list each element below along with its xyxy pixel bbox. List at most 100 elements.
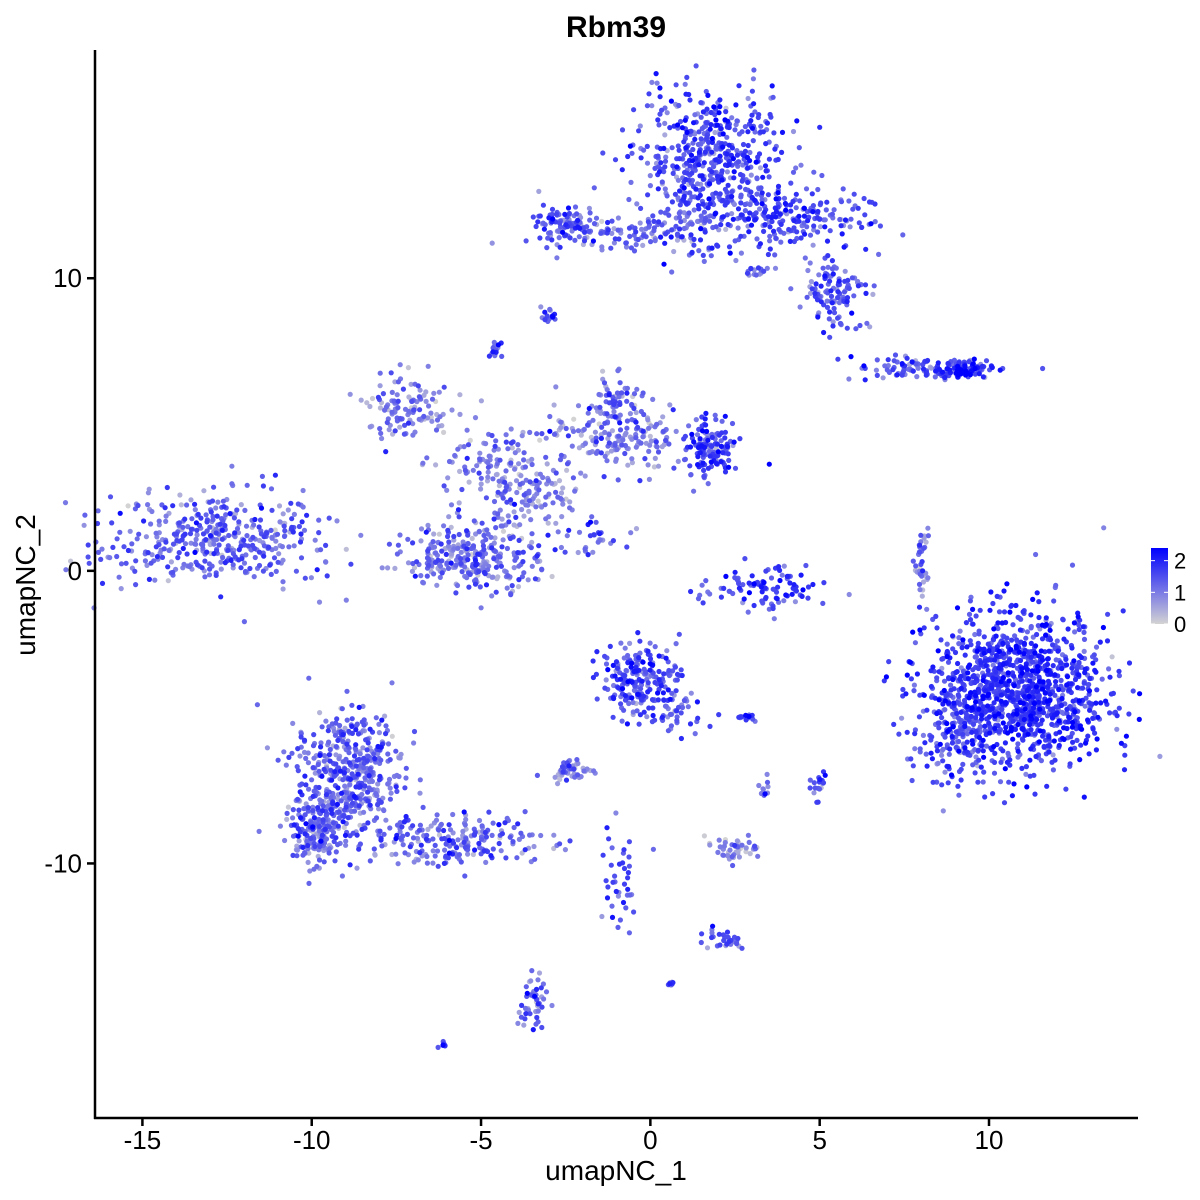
cell-point: [623, 430, 629, 436]
cell-point: [519, 1002, 525, 1009]
cell-point: [746, 580, 752, 586]
cell-point: [653, 439, 659, 445]
cell-point: [549, 211, 555, 217]
cell-point: [639, 226, 645, 232]
cell-point: [366, 773, 372, 779]
cell-point: [378, 430, 384, 436]
cell-point: [985, 667, 991, 674]
cell-point: [439, 570, 445, 576]
cell-point: [808, 279, 815, 285]
cell-point: [798, 162, 804, 168]
cell-point: [326, 752, 332, 758]
cell-point: [849, 275, 856, 281]
cell-point: [491, 339, 497, 345]
cell-point: [912, 640, 919, 646]
cell-point: [730, 862, 736, 869]
cell-point: [722, 435, 728, 441]
cell-point: [585, 422, 591, 428]
cell-point: [306, 880, 312, 887]
cell-point: [316, 784, 322, 791]
cell-point: [767, 238, 773, 244]
cell-point: [993, 669, 999, 675]
cell-point: [444, 560, 450, 566]
cell-point: [838, 199, 845, 205]
cell-point: [251, 574, 257, 580]
cell-point: [261, 553, 267, 559]
cell-point: [735, 206, 742, 212]
cell-point: [637, 478, 643, 484]
cell-point: [509, 445, 515, 451]
cell-point: [1039, 636, 1046, 642]
cell-point: [367, 766, 373, 772]
cell-point: [256, 828, 262, 835]
cell-point: [528, 545, 534, 551]
cell-point: [710, 195, 716, 201]
cell-point: [688, 690, 694, 696]
cell-point: [537, 437, 543, 443]
cell-point: [483, 441, 489, 447]
cell-point: [941, 678, 948, 684]
cell-point: [218, 559, 224, 565]
cell-point: [471, 518, 477, 524]
cell-point: [539, 1024, 545, 1031]
cell-point: [624, 418, 631, 424]
cell-point: [998, 759, 1004, 765]
cell-point: [356, 803, 362, 809]
cell-point: [177, 492, 183, 498]
cell-point: [855, 283, 862, 289]
cell-point: [386, 776, 393, 783]
cell-point: [1053, 657, 1059, 663]
cell-point: [302, 831, 308, 837]
cell-point: [752, 109, 758, 115]
cell-point: [455, 446, 461, 452]
cell-point: [880, 375, 886, 381]
cell-point: [1019, 765, 1025, 772]
cell-point: [513, 514, 519, 521]
cell-point: [295, 501, 301, 507]
cell-point: [602, 653, 608, 659]
cell-point: [1054, 638, 1060, 644]
cell-point: [478, 481, 484, 487]
cell-point: [563, 222, 569, 228]
cell-point: [725, 182, 731, 188]
cell-point: [1069, 645, 1075, 651]
cell-point: [661, 697, 667, 703]
cell-point: [970, 762, 976, 768]
cell-point: [449, 407, 455, 413]
cell-point: [968, 642, 974, 648]
cell-point: [397, 424, 403, 430]
cell-point: [424, 455, 430, 461]
cell-point: [359, 826, 365, 833]
cell-point: [598, 450, 604, 456]
cell-point: [738, 200, 744, 206]
cell-point: [381, 831, 387, 837]
cell-point: [552, 774, 558, 780]
cell-point: [355, 731, 362, 737]
cell-point: [995, 625, 1001, 632]
cell-point: [696, 248, 702, 254]
cell-point: [904, 355, 910, 361]
cell-point: [347, 391, 353, 397]
cell-point: [627, 640, 633, 647]
cell-point: [626, 196, 632, 203]
cell-point: [306, 786, 312, 792]
cell-point: [617, 380, 623, 386]
cell-point: [446, 458, 453, 465]
cell-point: [117, 529, 123, 535]
cell-point: [387, 796, 393, 802]
cell-point: [534, 772, 541, 779]
cell-point: [547, 306, 553, 312]
cell-point: [735, 850, 741, 856]
cell-point: [582, 229, 588, 235]
cell-point: [701, 467, 707, 473]
cell-point: [913, 563, 919, 569]
cell-point: [550, 500, 556, 506]
cell-point: [435, 557, 441, 563]
cell-point: [925, 357, 931, 364]
cell-point: [418, 526, 425, 532]
cell-point: [1091, 652, 1097, 658]
cell-point: [466, 479, 472, 485]
cell-point: [497, 457, 503, 463]
cell-point: [700, 252, 706, 258]
cell-point: [235, 530, 242, 536]
